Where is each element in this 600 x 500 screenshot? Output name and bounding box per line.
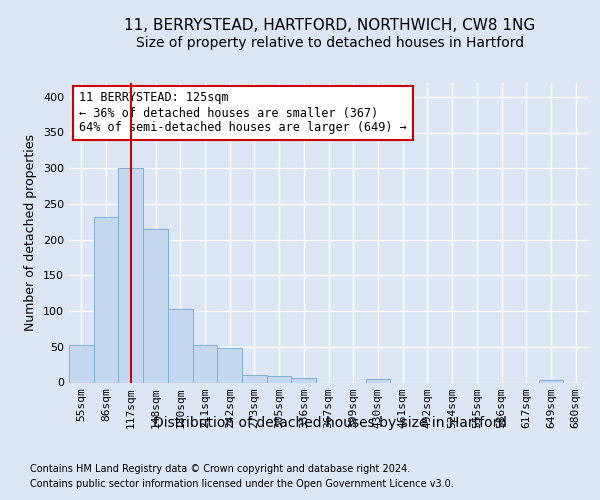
Text: Contains HM Land Registry data © Crown copyright and database right 2024.: Contains HM Land Registry data © Crown c…: [30, 464, 410, 474]
Text: Contains public sector information licensed under the Open Government Licence v3: Contains public sector information licen…: [30, 479, 454, 489]
Bar: [242, 376, 267, 382]
Bar: [168, 309, 193, 382]
Bar: [193, 346, 217, 383]
Y-axis label: Number of detached properties: Number of detached properties: [25, 134, 37, 331]
Bar: [217, 348, 242, 382]
Text: Distribution of detached houses by size in Hartford: Distribution of detached houses by size …: [153, 416, 507, 430]
Bar: [539, 380, 563, 382]
Text: 11 BERRYSTEAD: 125sqm
← 36% of detached houses are smaller (367)
64% of semi-det: 11 BERRYSTEAD: 125sqm ← 36% of detached …: [79, 92, 407, 134]
Text: 11, BERRYSTEAD, HARTFORD, NORTHWICH, CW8 1NG: 11, BERRYSTEAD, HARTFORD, NORTHWICH, CW8…: [124, 18, 536, 32]
Bar: [292, 378, 316, 382]
Bar: [94, 217, 118, 382]
Text: Size of property relative to detached houses in Hartford: Size of property relative to detached ho…: [136, 36, 524, 50]
Bar: [365, 379, 390, 382]
Bar: [118, 168, 143, 382]
Bar: [267, 376, 292, 382]
Bar: [143, 229, 168, 382]
Bar: [69, 344, 94, 383]
